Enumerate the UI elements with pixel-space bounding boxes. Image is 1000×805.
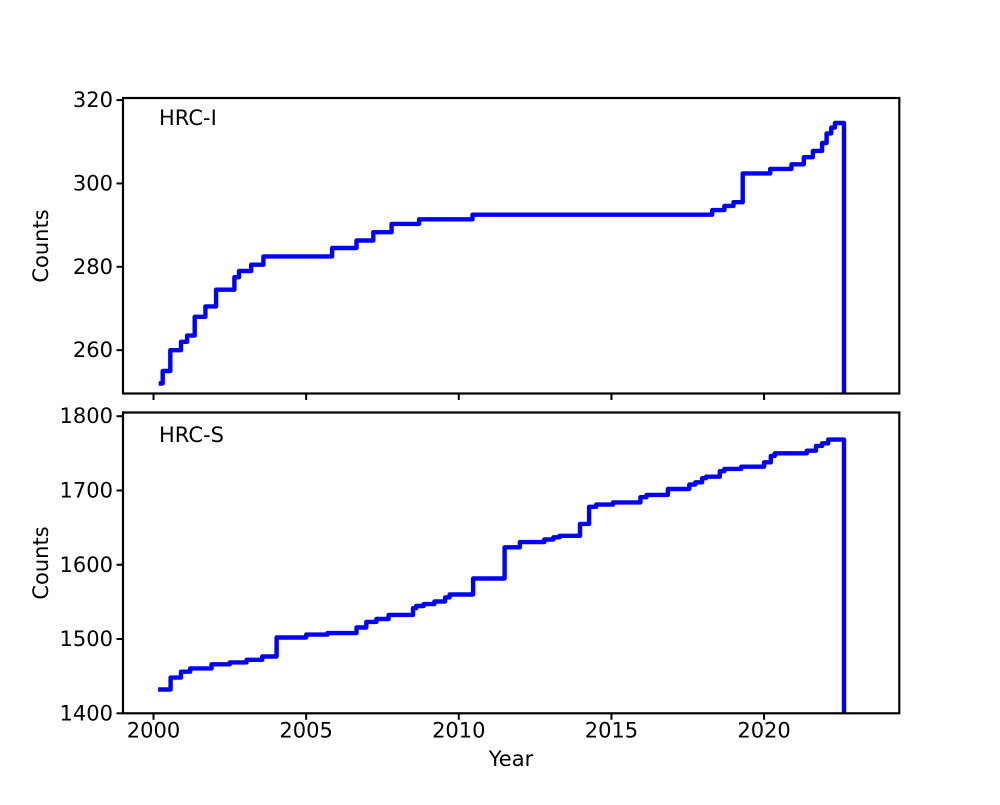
y-axis-label-hrc-s: Counts <box>29 526 53 599</box>
y-tick-label: 1700 <box>60 478 113 502</box>
x-tick-label: 2015 <box>585 719 638 743</box>
hrc-i-series-line <box>158 120 847 394</box>
plot-hrc-i: 260 280 300 320 HRC-I Counts <box>29 88 901 400</box>
hrc-s-axes: 1400 1500 1600 1700 1800 2000 2005 2010 2015 2020 <box>60 404 901 743</box>
x-axis-label: Year <box>488 747 534 771</box>
y-tick-label: 1600 <box>60 553 113 577</box>
y-tick-label: 300 <box>73 171 113 195</box>
x-tick-label: 2020 <box>737 719 790 743</box>
y-tick-label: 1800 <box>60 404 113 428</box>
plot-hrc-s: 1400 1500 1600 1700 1800 2000 2005 2010 2015 2020… <box>29 404 901 771</box>
axes-frame <box>121 411 901 715</box>
plot-label-hrc-i: HRC-I <box>159 106 217 130</box>
hrc-i-axes: 260 280 300 320 <box>73 88 901 400</box>
y-axis-label-hrc-i: Counts <box>29 209 53 282</box>
axes-frame <box>121 96 901 395</box>
x-tick-label: 2005 <box>279 719 332 743</box>
x-tick-label: 2000 <box>127 719 180 743</box>
hrc-s-series-line <box>158 437 847 714</box>
y-tick-label: 320 <box>73 88 113 112</box>
y-tick-label: 260 <box>73 338 113 362</box>
y-tick-label: 1400 <box>60 701 113 725</box>
y-tick-label: 1500 <box>60 627 113 651</box>
y-tick-label: 280 <box>73 255 113 279</box>
plot-label-hrc-s: HRC-S <box>159 423 224 447</box>
x-tick-label: 2010 <box>432 719 485 743</box>
